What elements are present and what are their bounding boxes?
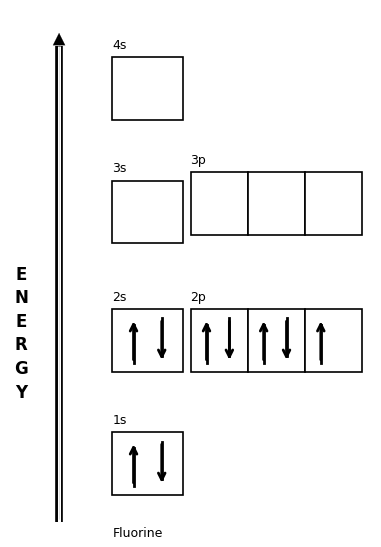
Bar (190, 309, 248, 372)
Bar (248, 309, 305, 372)
Bar (112, 309, 183, 372)
Bar (305, 172, 362, 235)
Text: 4s: 4s (112, 39, 127, 52)
Bar (112, 57, 183, 120)
Text: 2p: 2p (190, 290, 206, 304)
Bar (112, 432, 183, 495)
Bar (190, 172, 248, 235)
Bar (248, 172, 305, 235)
Text: 3p: 3p (190, 154, 206, 167)
Text: Fluorine: Fluorine (112, 527, 163, 540)
Bar (112, 181, 183, 243)
Text: 1s: 1s (112, 414, 127, 427)
Text: 2s: 2s (112, 290, 127, 304)
Bar (305, 309, 362, 372)
Text: 3s: 3s (112, 162, 127, 175)
Text: E
N
E
R
G
Y: E N E R G Y (14, 266, 28, 401)
